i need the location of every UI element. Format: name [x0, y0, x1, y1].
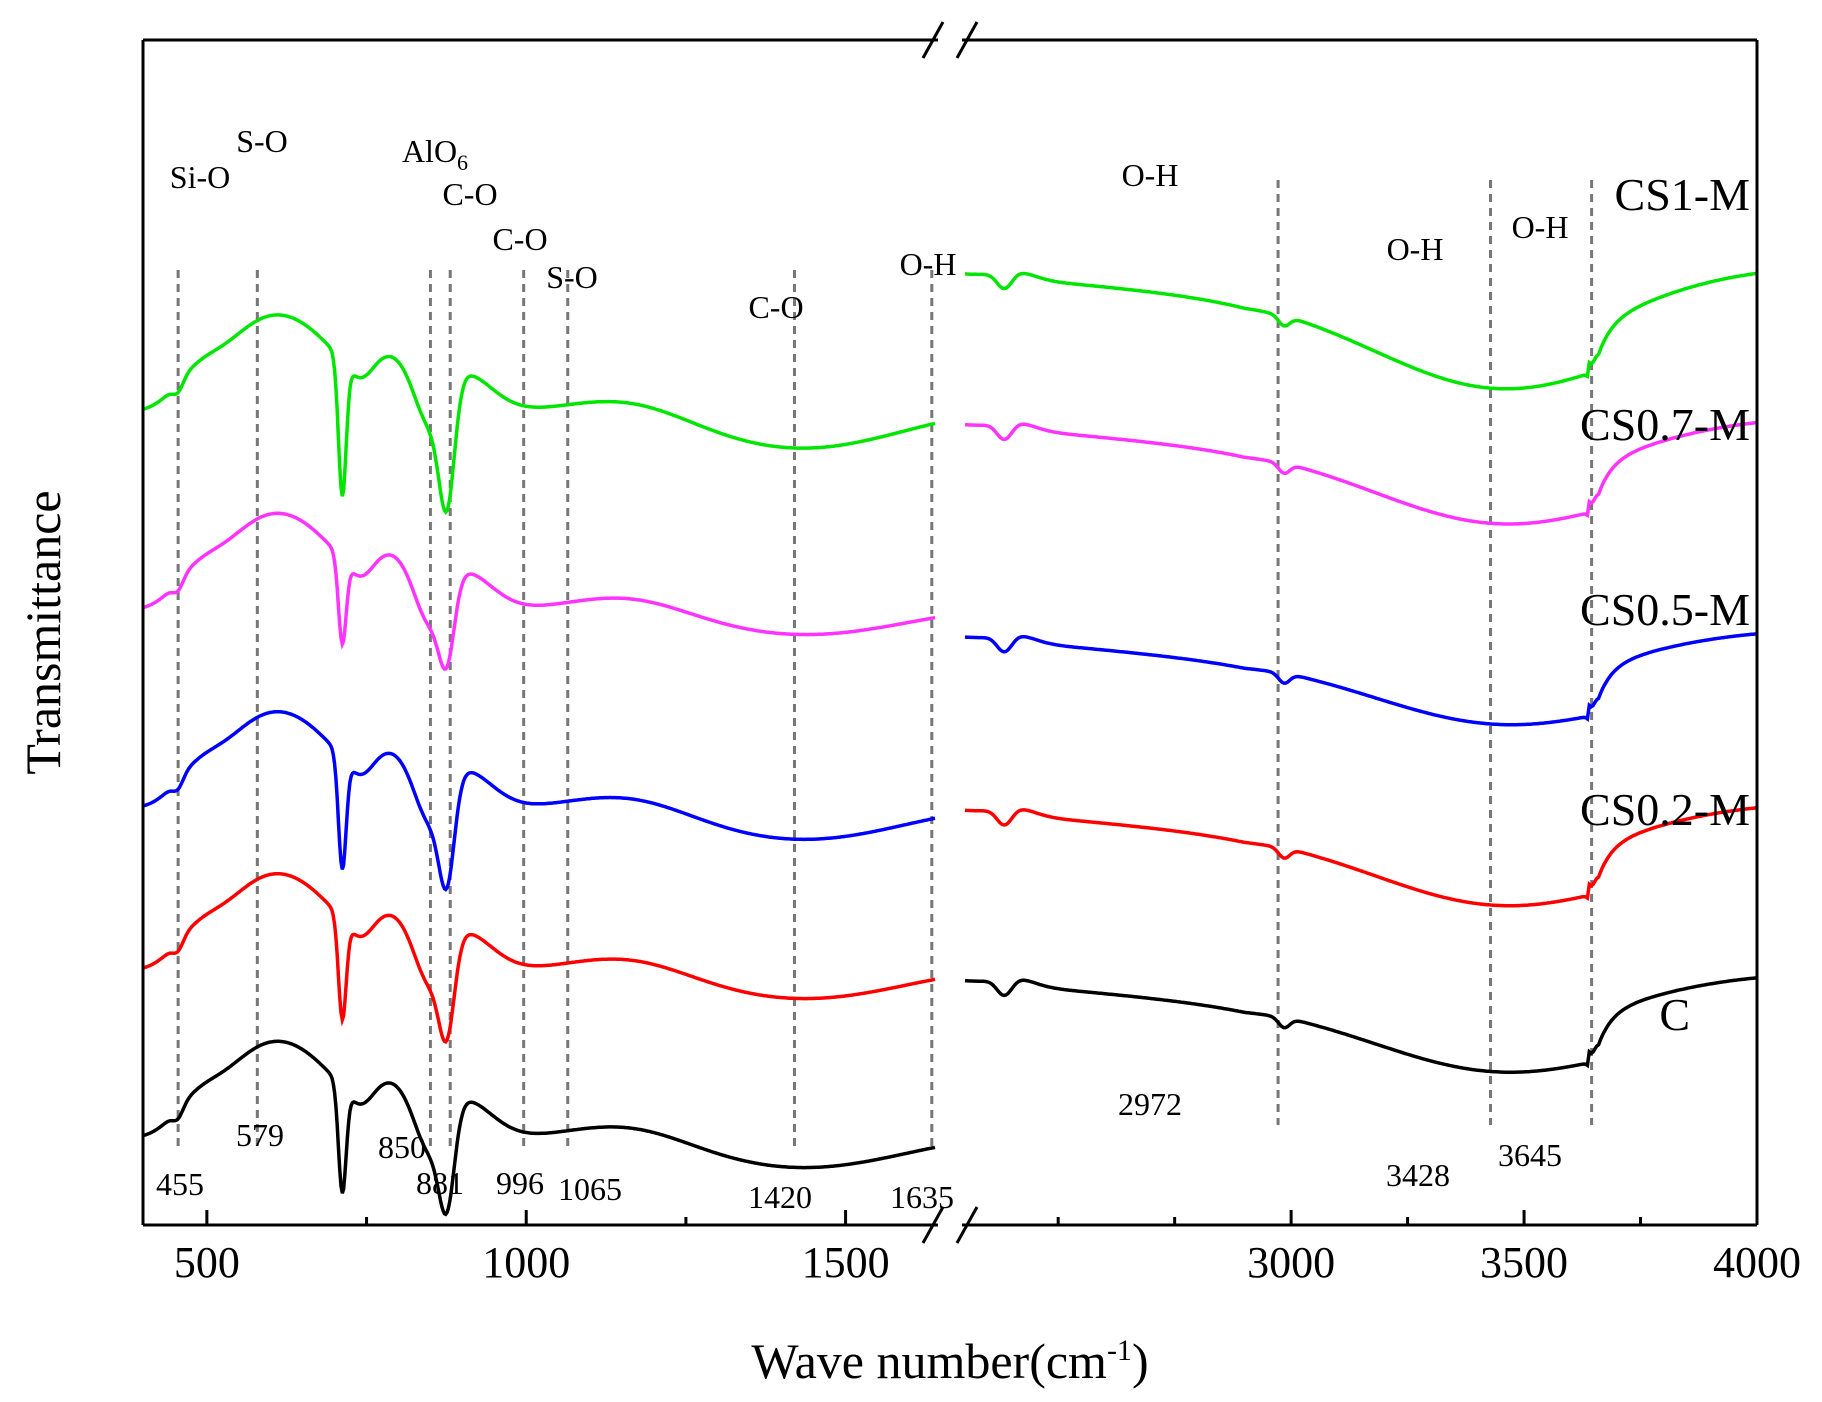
- bond-label: O-H: [1387, 231, 1444, 267]
- y-axis-title: Transmittance: [15, 490, 71, 774]
- series-label: CS1-M: [1615, 169, 1750, 220]
- series-line: [142, 1039, 936, 1217]
- peak-label: 1635: [890, 1179, 954, 1215]
- peak-label: 3645: [1498, 1137, 1562, 1173]
- x-tick-label: 500: [174, 1238, 240, 1287]
- x-tick-label: 3000: [1247, 1238, 1335, 1287]
- series-label: CS0.7-M: [1580, 399, 1750, 450]
- plot-frame: [141, 21, 1759, 1244]
- x-tick-label: 3500: [1480, 1238, 1568, 1287]
- x-axis-title: Wave number(cm-1): [751, 1333, 1148, 1389]
- bond-label: AlO6: [402, 133, 468, 175]
- series-line: [142, 313, 936, 515]
- x-tick-label: 1000: [482, 1238, 570, 1287]
- peak-label: 1065: [558, 1171, 622, 1207]
- peak-label: 3428: [1386, 1157, 1450, 1193]
- bond-label: C-O: [492, 221, 547, 257]
- peak-label: 455: [156, 1166, 204, 1202]
- bond-label: C-O: [442, 176, 497, 212]
- series-label: CS0.5-M: [1580, 584, 1750, 635]
- bond-label: S-O: [236, 123, 288, 159]
- bond-label: O-H: [1512, 209, 1569, 245]
- series-line: [142, 709, 936, 892]
- bond-label: S-O: [546, 259, 598, 295]
- series-label: C: [1659, 989, 1690, 1040]
- peak-label: 2972: [1118, 1086, 1182, 1122]
- peak-label: 996: [496, 1165, 544, 1201]
- axis-break-mark: [921, 1206, 945, 1244]
- bond-label: O-H: [1122, 157, 1179, 193]
- peak-label: 1420: [748, 1179, 812, 1215]
- axis-break-mark: [921, 21, 945, 59]
- bond-label: Si-O: [170, 159, 230, 195]
- axis-break-mark: [955, 1206, 979, 1244]
- spectra-curves: [142, 271, 1758, 1217]
- peak-label: 579: [236, 1117, 284, 1153]
- series-line: [142, 871, 936, 1045]
- bond-label: C-O: [748, 289, 803, 325]
- series-line: [142, 511, 936, 671]
- series-label: CS0.2-M: [1580, 784, 1750, 835]
- series-line: [964, 271, 1758, 391]
- axis-break-mark: [955, 21, 979, 59]
- peak-label: 850: [378, 1129, 426, 1165]
- series-line: [964, 806, 1758, 908]
- x-tick-label: 4000: [1713, 1238, 1801, 1287]
- series-line: [964, 632, 1758, 727]
- x-tick-label: 1500: [802, 1238, 890, 1287]
- series-line: [964, 976, 1758, 1074]
- reference-lines: [176, 180, 1594, 1150]
- peak-label: 881: [416, 1165, 464, 1201]
- chart-labels: Wave number(cm-1) Transmittance CS1-M CS0.7…: [15, 123, 1750, 1389]
- series-line: [964, 420, 1758, 526]
- bond-label: O-H: [900, 246, 957, 282]
- axis-ticks: 500 1000 1500 3000 3500 4000: [174, 1210, 1801, 1287]
